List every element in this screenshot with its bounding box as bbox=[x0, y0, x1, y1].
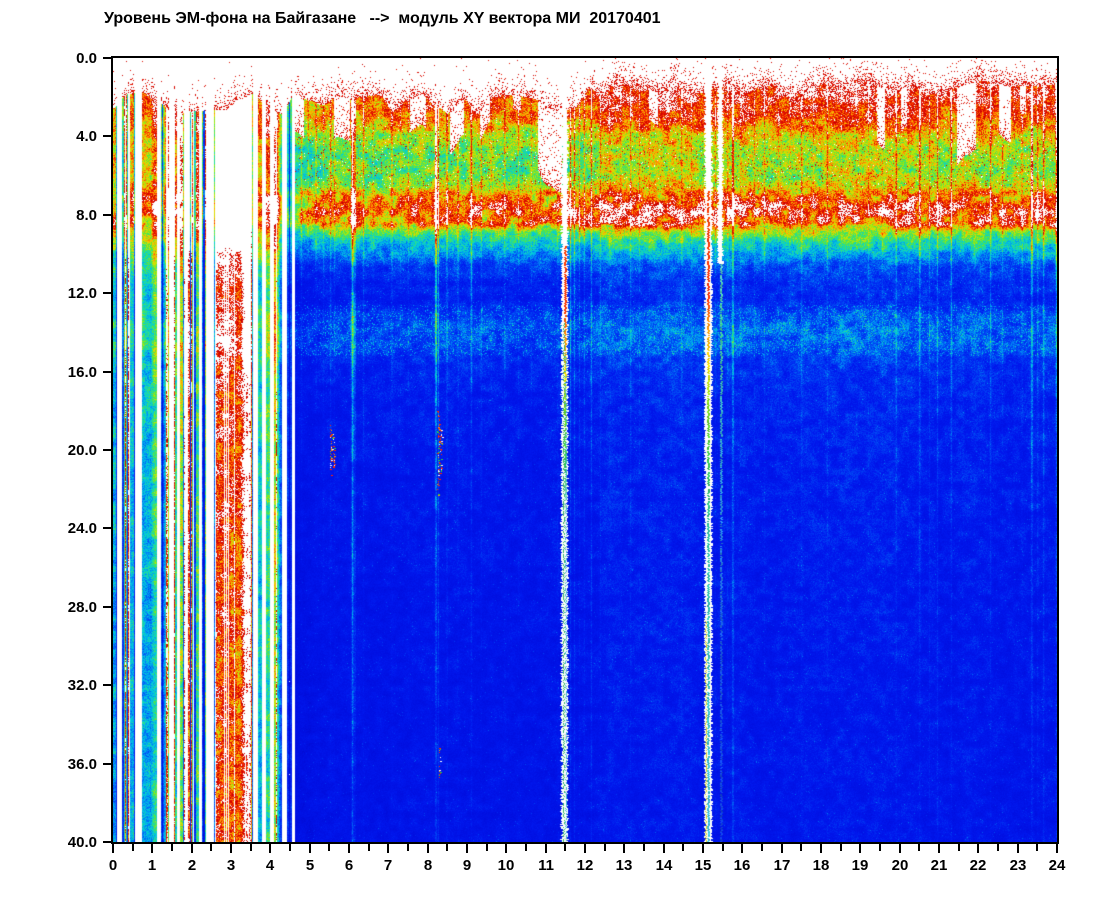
x-minor-tick-mark bbox=[368, 844, 370, 851]
x-tick-label: 16 bbox=[733, 857, 751, 874]
x-minor-tick-mark bbox=[761, 844, 763, 851]
x-minor-tick-mark bbox=[328, 844, 330, 851]
y-tick-mark bbox=[103, 606, 111, 608]
x-tick-label: 17 bbox=[773, 857, 791, 874]
chart-title: Уровень ЭМ-фона на Байгазане --> модуль … bbox=[104, 10, 661, 27]
x-tick-mark bbox=[466, 844, 468, 853]
x-tick-label: 6 bbox=[344, 857, 354, 874]
x-tick-mark bbox=[112, 844, 114, 853]
y-tick-label: 4.0 bbox=[76, 128, 97, 145]
x-tick-mark bbox=[427, 844, 429, 853]
x-minor-tick-mark bbox=[682, 844, 684, 851]
x-tick-label: 10 bbox=[497, 857, 515, 874]
y-tick-label: 0.0 bbox=[76, 50, 97, 67]
y-tick-mark bbox=[103, 841, 111, 843]
x-minor-tick-mark bbox=[1036, 844, 1038, 851]
x-tick-label: 0 bbox=[108, 857, 118, 874]
x-minor-tick-mark bbox=[525, 844, 527, 851]
x-tick-mark bbox=[269, 844, 271, 853]
x-minor-tick-mark bbox=[643, 844, 645, 851]
x-minor-tick-mark bbox=[879, 844, 881, 851]
y-tick-mark bbox=[103, 371, 111, 373]
x-minor-tick-mark bbox=[604, 844, 606, 851]
x-tick-label: 23 bbox=[1009, 857, 1027, 874]
x-tick-mark bbox=[545, 844, 547, 853]
x-tick-label: 9 bbox=[462, 857, 472, 874]
y-tick-mark bbox=[103, 57, 111, 59]
x-tick-mark bbox=[899, 844, 901, 853]
x-tick-mark bbox=[1056, 844, 1058, 853]
x-minor-tick-mark bbox=[250, 844, 252, 851]
x-minor-tick-mark bbox=[722, 844, 724, 851]
x-tick-label: 3 bbox=[226, 857, 236, 874]
x-tick-label: 11 bbox=[538, 857, 554, 874]
x-minor-tick-mark bbox=[289, 844, 291, 851]
x-minor-tick-mark bbox=[800, 844, 802, 851]
x-minor-tick-mark bbox=[918, 844, 920, 851]
x-minor-tick-mark bbox=[171, 844, 173, 851]
x-tick-mark bbox=[623, 844, 625, 853]
x-tick-label: 22 bbox=[969, 857, 987, 874]
x-minor-tick-mark bbox=[486, 844, 488, 851]
x-tick-mark bbox=[1017, 844, 1019, 853]
x-tick-label: 19 bbox=[851, 857, 869, 874]
y-tick-label: 16.0 bbox=[67, 364, 97, 381]
x-tick-mark bbox=[781, 844, 783, 853]
x-tick-mark bbox=[505, 844, 507, 853]
y-tick-label: 12.0 bbox=[67, 285, 97, 302]
x-tick-label: 5 bbox=[305, 857, 315, 874]
x-minor-tick-mark bbox=[840, 844, 842, 851]
y-tick-label: 20.0 bbox=[67, 442, 97, 459]
x-tick-label: 12 bbox=[576, 857, 594, 874]
x-tick-mark bbox=[309, 844, 311, 853]
x-tick-mark bbox=[859, 844, 861, 853]
x-minor-tick-mark bbox=[407, 844, 409, 851]
y-tick-label: 36.0 bbox=[67, 756, 97, 773]
x-tick-mark bbox=[741, 844, 743, 853]
y-tick-label: 32.0 bbox=[67, 677, 97, 694]
x-tick-label: 13 bbox=[615, 857, 633, 874]
x-tick-label: 1 bbox=[147, 857, 157, 874]
x-tick-label: 20 bbox=[891, 857, 909, 874]
x-tick-label: 4 bbox=[265, 857, 275, 874]
x-tick-label: 21 bbox=[930, 857, 948, 874]
y-tick-mark bbox=[103, 684, 111, 686]
x-tick-label: 18 bbox=[812, 857, 830, 874]
x-tick-label: 24 bbox=[1048, 857, 1066, 874]
x-minor-tick-mark bbox=[997, 844, 999, 851]
y-tick-label: 8.0 bbox=[76, 207, 97, 224]
y-tick-mark bbox=[103, 214, 111, 216]
x-tick-mark bbox=[387, 844, 389, 853]
x-tick-label: 14 bbox=[655, 857, 673, 874]
x-minor-tick-mark bbox=[132, 844, 134, 851]
x-minor-tick-mark bbox=[446, 844, 448, 851]
y-tick-label: 40.0 bbox=[67, 834, 97, 851]
x-tick-mark bbox=[584, 844, 586, 853]
x-tick-mark bbox=[820, 844, 822, 853]
x-tick-mark bbox=[702, 844, 704, 853]
x-minor-tick-mark bbox=[958, 844, 960, 851]
y-tick-mark bbox=[103, 527, 111, 529]
spectrogram-canvas bbox=[113, 58, 1057, 842]
x-tick-label: 2 bbox=[187, 857, 197, 874]
x-tick-mark bbox=[230, 844, 232, 853]
y-tick-mark bbox=[103, 449, 111, 451]
x-tick-mark bbox=[938, 844, 940, 853]
y-tick-mark bbox=[103, 135, 111, 137]
x-minor-tick-mark bbox=[564, 844, 566, 851]
y-tick-label: 28.0 bbox=[67, 599, 97, 616]
x-tick-label: 15 bbox=[694, 857, 712, 874]
x-tick-mark bbox=[191, 844, 193, 853]
x-tick-mark bbox=[151, 844, 153, 853]
x-tick-mark bbox=[663, 844, 665, 853]
x-tick-mark bbox=[348, 844, 350, 853]
x-minor-tick-mark bbox=[210, 844, 212, 851]
y-tick-mark bbox=[103, 763, 111, 765]
x-tick-label: 8 bbox=[423, 857, 433, 874]
x-tick-label: 7 bbox=[383, 857, 393, 874]
y-tick-label: 24.0 bbox=[67, 520, 97, 537]
y-tick-mark bbox=[103, 292, 111, 294]
x-tick-mark bbox=[977, 844, 979, 853]
